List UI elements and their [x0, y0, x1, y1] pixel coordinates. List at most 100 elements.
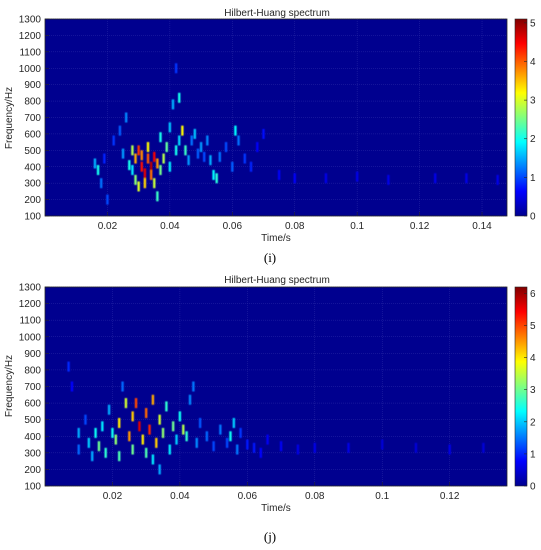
y-tick-label: 1000: [19, 64, 42, 75]
spectrum-point: [101, 421, 104, 432]
spectrum-point: [387, 174, 390, 185]
chart-j: Hilbert-Huang spectrum 10020030040050060…: [4, 275, 536, 544]
spectrum-point: [496, 174, 499, 185]
x-tick-label: 0.04: [160, 221, 180, 232]
colorbar-tick-label: 0: [530, 212, 536, 223]
x-tick-label: 0.06: [223, 221, 243, 232]
spectrum-point: [199, 142, 203, 153]
spectrum-point: [134, 153, 137, 164]
spectrum-point: [146, 142, 150, 153]
spectrum-point: [190, 135, 193, 146]
colorbar-tick-label: 0: [530, 482, 536, 493]
chart-j-y-ticks: 100 200 300 400 500 600 700 800 900 1000 1100 1200 1…: [19, 283, 49, 493]
spectrum-point: [225, 437, 229, 448]
y-tick-label: 200: [24, 195, 41, 206]
spectrum-point: [188, 394, 192, 405]
chart-i: Hilbert-Huang spectrum 100 200 300 400 500 60…: [4, 8, 536, 265]
spectrum-point: [137, 145, 140, 156]
spectrum-point: [219, 424, 222, 435]
spectrum-point: [249, 161, 253, 172]
spectrum-point: [168, 122, 172, 133]
spectrum-point: [178, 411, 182, 422]
spectrum-point: [175, 434, 178, 445]
spectrum-point: [131, 411, 134, 422]
chart-j-x-axis-label: Time/s: [261, 503, 291, 514]
spectrum-point: [465, 173, 468, 184]
chart-i-colorbar-ticks: 0 1 2 3 4 5: [524, 18, 536, 223]
spectrum-point: [77, 427, 80, 438]
spectrum-point: [144, 408, 148, 419]
x-tick-label: 0.14: [472, 221, 492, 232]
x-tick-label: 0.08: [285, 221, 305, 232]
spectrum-point: [171, 99, 175, 110]
spectrum-point: [151, 454, 155, 465]
spectrum-point: [212, 441, 215, 452]
y-tick-label: 200: [24, 465, 41, 476]
colorbar-tick-label: 2: [530, 134, 536, 145]
x-tick-label: 0.02: [103, 491, 123, 502]
spectrum-point: [112, 135, 115, 146]
spectrum-point: [165, 142, 168, 153]
spectrum-point: [414, 442, 418, 453]
spectrum-point: [218, 151, 222, 162]
x-tick-label: 0.1: [375, 491, 389, 502]
spectrum-point: [381, 439, 384, 450]
spectrum-point: [124, 112, 128, 123]
spectrum-point: [121, 148, 125, 159]
spectrum-point: [184, 145, 187, 156]
x-tick-label: 0.1: [350, 221, 364, 232]
spectrum-point: [124, 398, 128, 409]
spectrum-point: [97, 441, 101, 452]
y-tick-label: 1300: [19, 15, 42, 26]
spectrum-point: [198, 417, 202, 428]
y-tick-label: 800: [24, 365, 41, 376]
spectrum-point: [246, 439, 249, 450]
y-tick-label: 100: [24, 482, 41, 493]
colorbar-tick-label: 3: [530, 96, 536, 107]
spectrum-point: [434, 173, 437, 184]
spectrum-point: [168, 161, 172, 172]
spectrum-point: [196, 148, 200, 159]
chart-i-colorbar: [514, 18, 528, 217]
chart-j-x-ticks: 0.02 0.04 0.06 0.08 0.1 0.12: [103, 482, 460, 502]
y-tick-label: 1100: [19, 47, 41, 58]
spectrum-point: [237, 135, 240, 146]
spectrum-point: [252, 442, 256, 453]
spectrum-point: [149, 169, 153, 180]
spectrum-point: [159, 132, 162, 143]
spectrum-point: [195, 437, 198, 448]
spectrum-point: [174, 63, 178, 74]
spectrum-point: [279, 441, 283, 452]
spectrum-point: [143, 168, 147, 179]
spectrum-point: [215, 173, 218, 184]
spectrum-point: [159, 165, 162, 176]
colorbar-tick-label: 1: [530, 173, 536, 184]
spectrum-point: [131, 145, 134, 156]
spectrum-point: [231, 161, 234, 172]
x-tick-label: 0.08: [305, 491, 325, 502]
spectrum-point: [234, 125, 237, 136]
y-tick-label: 600: [24, 129, 41, 140]
spectrum-point: [448, 444, 451, 455]
spectrum-point: [182, 424, 185, 435]
spectrum-point: [178, 92, 181, 103]
spectrum-point: [148, 424, 151, 435]
spectrum-point: [128, 160, 131, 171]
chart-i-x-ticks: 0.02 0.04 0.06 0.08 0.1 0.12 0.14: [98, 212, 492, 232]
spectrum-point: [161, 427, 165, 438]
x-tick-label: 0.02: [98, 221, 118, 232]
spectrum-point: [114, 434, 118, 445]
spectrum-point: [144, 447, 148, 458]
spectrum-point: [187, 155, 190, 166]
y-tick-label: 700: [24, 382, 41, 393]
spectrum-point: [262, 128, 265, 139]
spectrum-point: [121, 381, 124, 392]
spectrum-point: [91, 451, 94, 462]
y-tick-label: 400: [24, 432, 41, 443]
spectrum-point: [128, 431, 131, 442]
chart-j-colorbar: [514, 286, 528, 487]
y-tick-label: 1200: [19, 31, 42, 42]
spectrum-point: [185, 431, 188, 442]
spectrum-point: [87, 437, 91, 448]
